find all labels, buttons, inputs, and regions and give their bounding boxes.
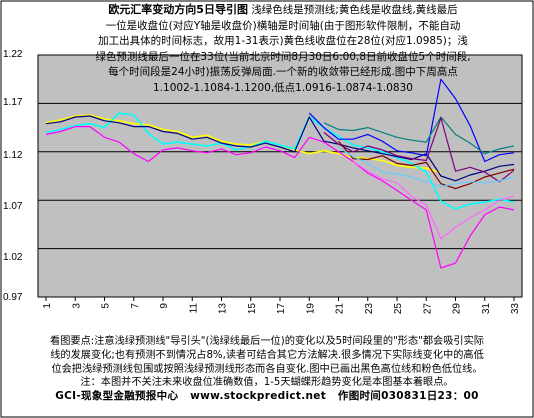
series-line-predict <box>45 112 515 210</box>
brand-name: GCI-现象型金融预报中心 <box>55 390 179 403</box>
x-tick-label: 15 <box>247 303 258 315</box>
brand-url: www.stockpredict.net <box>190 390 327 403</box>
y-tick-label: 0.97 <box>3 292 23 303</box>
series-line-s_red <box>338 140 515 190</box>
series-line-low <box>45 125 515 269</box>
series-line-s_teal <box>323 116 515 155</box>
y-tick-label: 1.17 <box>3 97 23 108</box>
x-tick-label: 13 <box>218 303 229 315</box>
y-tick-label: 1.07 <box>3 201 23 212</box>
x-tick-label: 21 <box>335 303 346 315</box>
chart-time: 作图时间030831日23：00 <box>337 390 479 403</box>
header-line-6: 1.1002-1.1084-1.1200,低点1.0916-1.0874-1.0… <box>153 81 413 94</box>
footer-line-3: 位会把浅绿预测线包围或按照浅绿预测线形态而各自变化.图中已画出黑色高位线和粉色低… <box>51 363 483 375</box>
footer-brand-line: GCI-现象型金融预报中心 www.stockpredict.net 作图时间0… <box>6 390 528 404</box>
series-lines <box>45 78 515 269</box>
x-tick-label: 19 <box>305 303 316 315</box>
y-tick-label: 1.02 <box>3 252 23 263</box>
footer-line-2: 线的发展变化;也有预测不到情况占8%,读者可结合其它方法解决.很多情况下实际线变… <box>50 349 484 361</box>
header-line-4: 绿色预测线最后一位在33位(当前北京时间8月30日6:00,8日前收盘位5个时间… <box>95 50 471 63</box>
x-tick-label: 5 <box>101 303 112 309</box>
x-tick-label: 23 <box>364 303 375 315</box>
x-tick-label: 27 <box>422 303 433 315</box>
x-tick-label: 9 <box>159 303 170 309</box>
header-line-1: 浅绿色线是预测线;黄色线是收盘线,黄线最后 <box>251 4 458 16</box>
y-tick-label: 1.22 <box>3 49 23 60</box>
x-tick-label: 7 <box>130 303 141 309</box>
x-tick-label: 29 <box>452 303 463 315</box>
header-line-5: 每个时间段是24小时)振荡反弹局面.一个新的收敛带已经形成.图中下周高点 <box>108 66 458 78</box>
header-line-2: 一位是收盘位(对应Y轴是收盘价)横轴是时间轴(由于图形软件限制，不能自动 <box>105 19 461 32</box>
y-tick-label: 1.12 <box>3 150 23 161</box>
header-line-3: 加工出具体的时间标志，故用1-31表示)黄色线收盘位在28位(对应1.0985)… <box>98 35 468 47</box>
x-tick-label: 11 <box>188 303 199 314</box>
footer-line-1: 看图要点:注意浅绿预测线"导引头"(浅绿线最后一位)的变化以及5时间段里的"形态… <box>50 336 484 347</box>
x-tick-label: 33 <box>510 303 521 315</box>
x-tick-label: 25 <box>393 303 404 315</box>
chart-footer: 看图要点:注意浅绿预测线"导引头"(浅绿线最后一位)的变化以及5时间段里的"形态… <box>6 335 528 404</box>
x-tick-label: 31 <box>481 303 492 315</box>
x-tick-label: 17 <box>276 303 287 315</box>
series-line-s_pink <box>352 160 515 240</box>
series-line-s_lightblue <box>338 146 515 188</box>
series-line-high <box>45 115 515 182</box>
chart-title: 欧元汇率变动方向5日导引图 <box>108 3 248 16</box>
footer-line-4: 注：本图并不关注未来收盘位准确数值，1-5天蝴蝶形趋势变化是本图基本着眼点。 <box>80 377 454 389</box>
x-tick-label: 1 <box>42 303 53 309</box>
chart-header: 欧元汇率变动方向5日导引图 浅绿色线是预测线;黄色线是收盘线,黄线最后 一位是收… <box>40 2 526 96</box>
x-tick-label: 3 <box>71 303 82 309</box>
grid-lines <box>38 54 522 298</box>
series-line-s_purple <box>323 117 515 183</box>
x-axis-tick-labels: 1 3 5 7 9 11 13 15 17 19 21 23 25 27 29 31 33 <box>42 297 521 314</box>
